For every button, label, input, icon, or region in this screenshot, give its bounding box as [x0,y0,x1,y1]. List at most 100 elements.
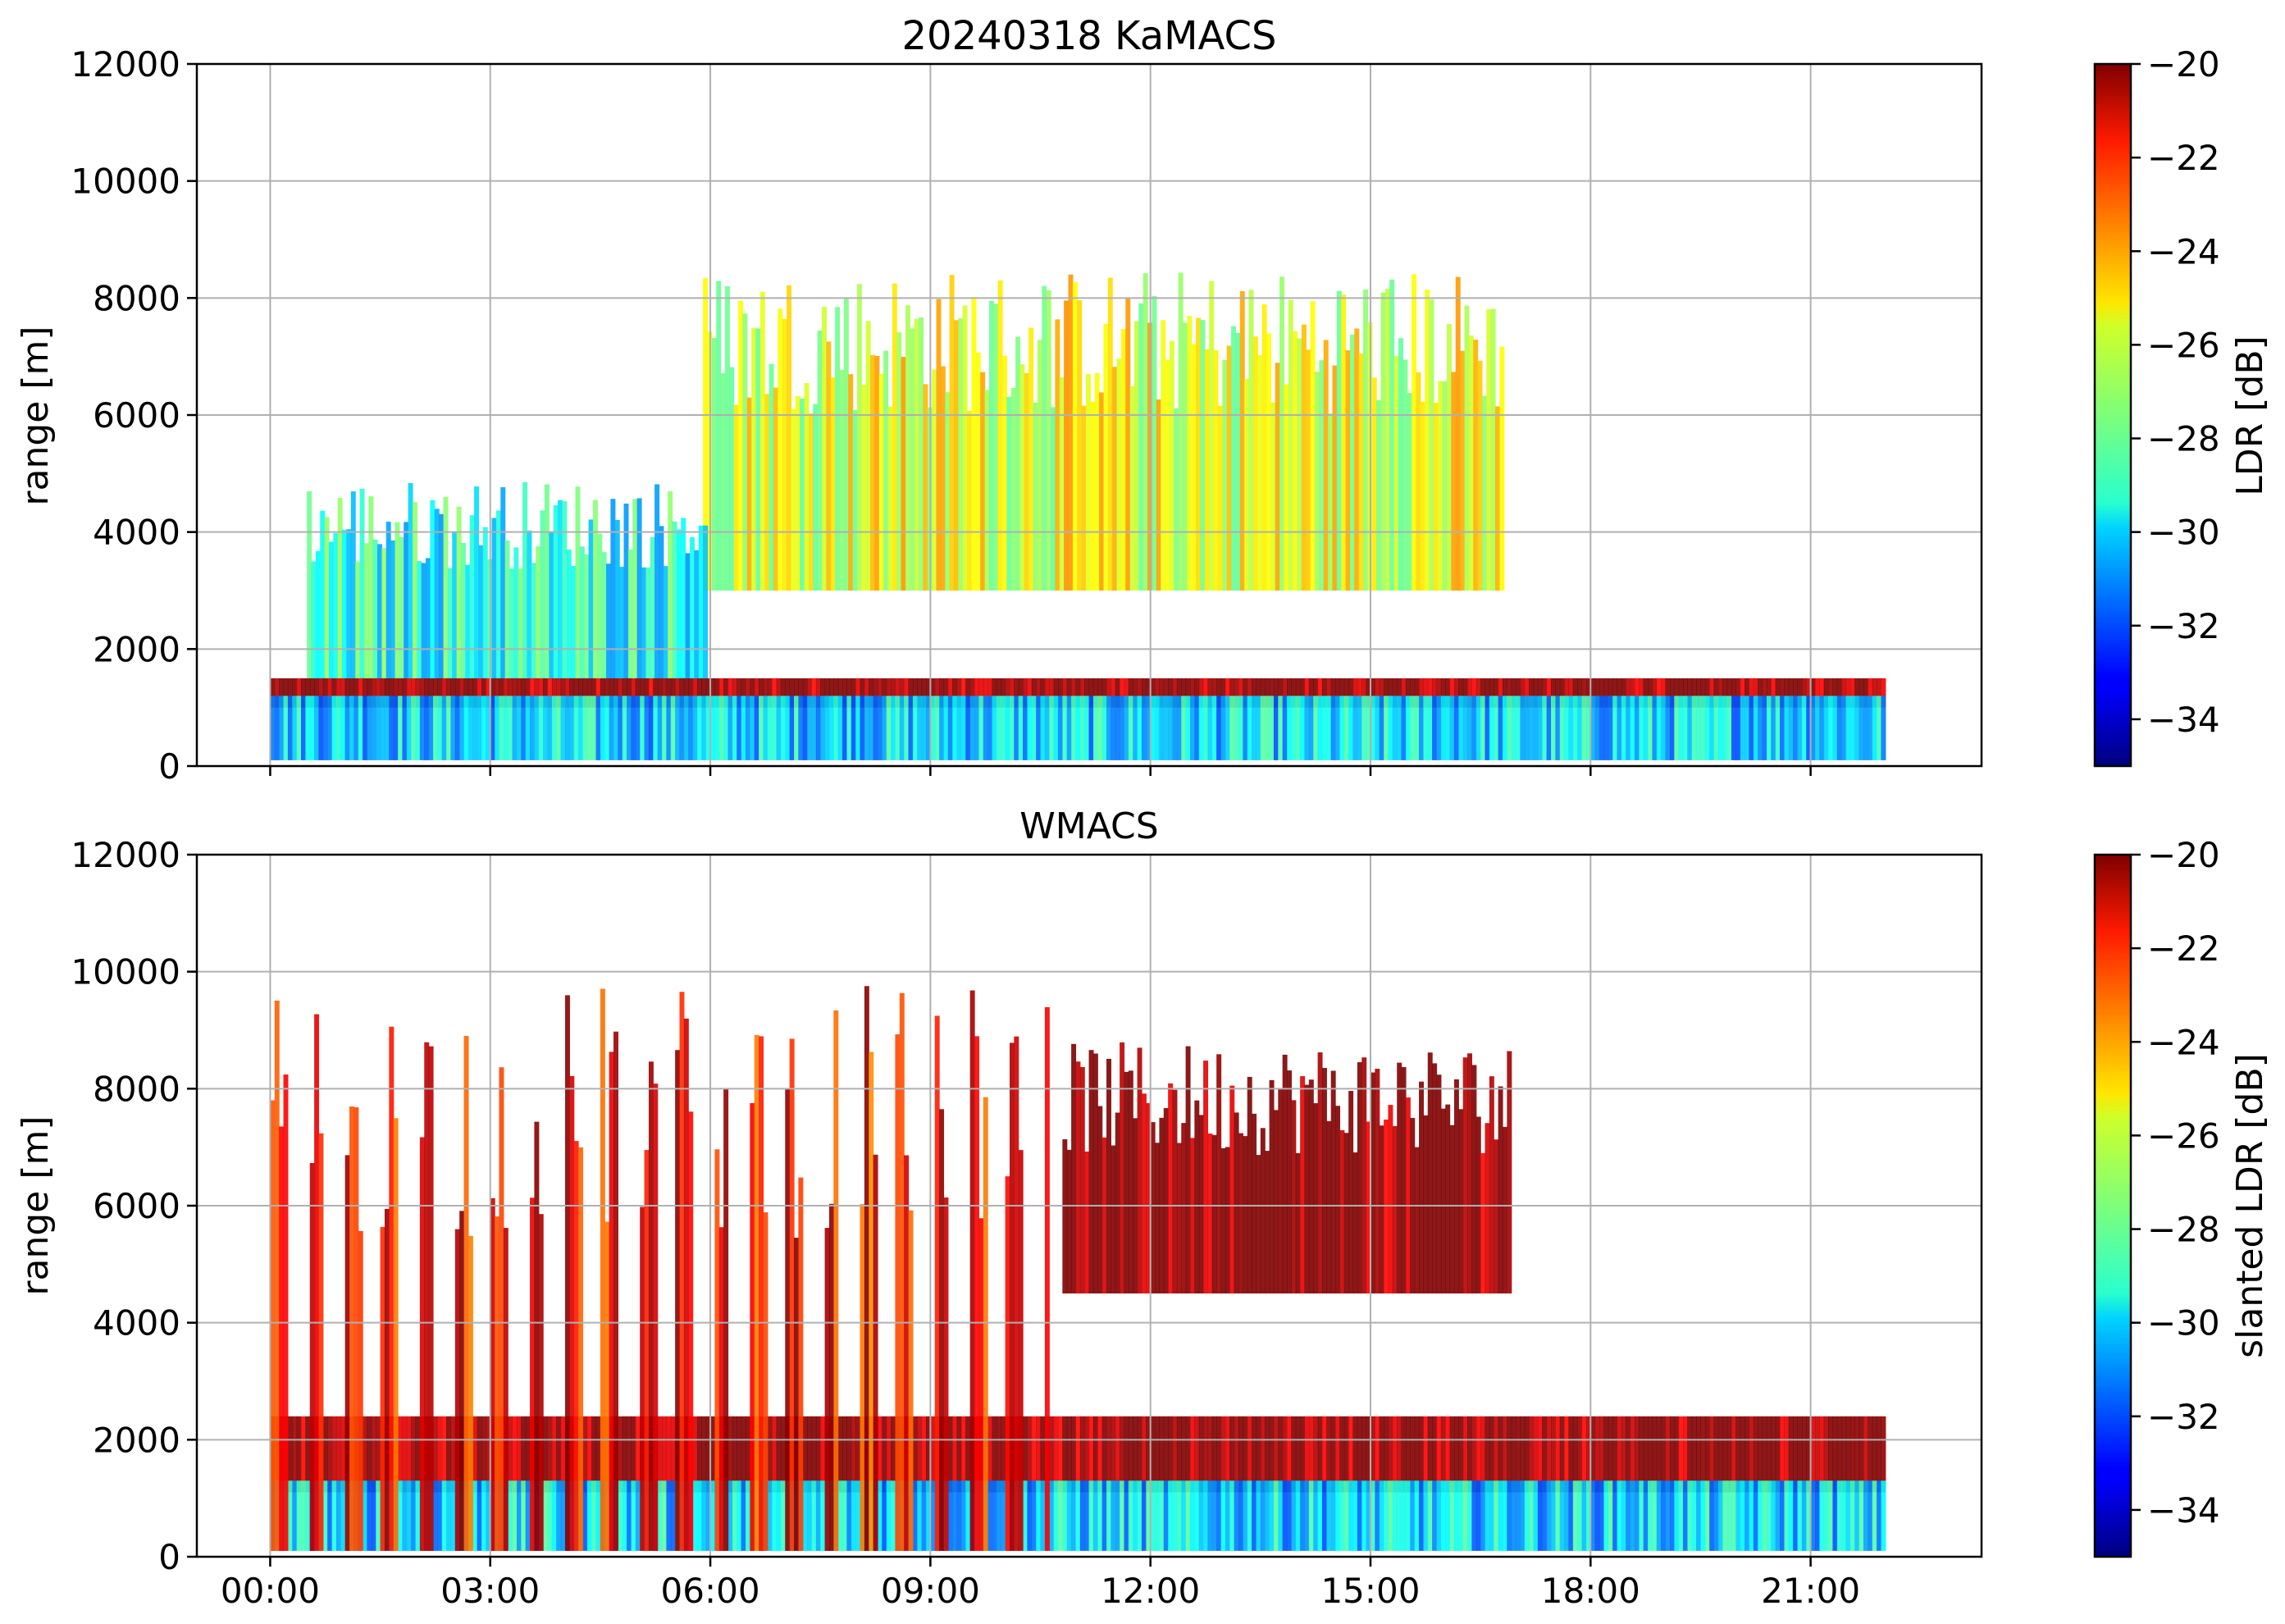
heatmap-mark [851,696,856,760]
heatmap-mark [1220,1147,1226,1293]
heatmap-mark [864,986,869,1551]
heatmap-mark [331,678,337,708]
heatmap-mark [896,332,902,591]
heatmap-mark [1115,1480,1120,1551]
heatmap-mark [1282,1480,1288,1551]
heatmap-mark [1648,696,1653,760]
heatmap-mark [1265,1416,1270,1493]
heatmap-mark [1133,696,1138,760]
heatmap-mark [817,331,823,591]
heatmap-mark [696,1416,702,1493]
heatmap-mark [1370,678,1375,708]
heatmap-mark [1194,1416,1200,1493]
heatmap-mark [1040,1416,1046,1493]
heatmap-mark [1084,678,1090,708]
heatmap-mark [1155,1480,1161,1551]
heatmap-mark [1211,1134,1217,1293]
heatmap-mark [1252,1416,1257,1493]
heatmap-mark [406,696,412,760]
heatmap-mark [1238,678,1243,708]
heatmap-mark [1343,1480,1349,1551]
heatmap-mark [376,1416,381,1493]
heatmap-mark [705,678,711,708]
heatmap-mark [1326,1120,1332,1293]
heatmap-mark [696,696,702,760]
heatmap-mark [1872,1416,1877,1493]
heatmap-mark [441,678,447,708]
heatmap-mark [1181,1480,1187,1551]
heatmap-mark [1766,1480,1772,1551]
heatmap-mark [971,297,977,591]
kamacs-plot-area [270,272,1886,760]
heatmap-mark [1300,696,1306,760]
heatmap-mark [1111,1480,1116,1551]
heatmap-mark [666,678,672,708]
heatmap-mark [1282,678,1288,708]
heatmap-mark [940,366,946,591]
heatmap-mark [789,696,795,760]
heatmap-mark [1330,696,1336,760]
heatmap-mark [1252,678,1257,708]
heatmap-mark [1788,678,1794,708]
heatmap-mark [1405,1097,1411,1293]
heatmap-mark [763,696,769,760]
heatmap-mark [1471,1065,1477,1293]
heatmap-mark [1533,1480,1539,1551]
heatmap-mark [1546,678,1552,708]
heatmap-mark [1330,1416,1336,1493]
heatmap-mark [1745,1416,1750,1493]
heatmap-mark [1031,696,1037,760]
heatmap-mark [780,678,786,708]
heatmap-mark [556,1416,562,1493]
heatmap-mark [895,1034,901,1551]
heatmap-mark [1001,1416,1006,1493]
heatmap-mark [1023,1416,1028,1493]
heatmap-mark [1429,299,1434,591]
heatmap-mark [1163,1416,1169,1493]
heatmap-mark [328,541,334,678]
heatmap-mark [1348,678,1354,708]
heatmap-mark [723,696,729,760]
heatmap-mark [1568,1416,1574,1493]
heatmap-mark [421,563,426,678]
heatmap-mark [1345,350,1351,591]
heatmap-mark [1648,678,1653,708]
heatmap-mark [738,300,744,591]
heatmap-mark [372,539,378,678]
heatmap-mark [363,1416,368,1493]
heatmap-mark [939,696,945,760]
heatmap-mark [1414,1147,1420,1293]
heatmap-mark [1023,678,1028,708]
heatmap-mark [1868,1480,1873,1551]
heatmap-mark [1687,678,1693,708]
heatmap-mark [1854,1480,1860,1551]
heatmap-mark [815,1480,821,1551]
heatmap-mark [676,529,682,678]
heatmap-mark [1159,1416,1165,1493]
heatmap-mark [996,696,1001,760]
heatmap-mark [960,1480,966,1551]
heatmap-mark [318,678,324,708]
heatmap-mark [1471,696,1477,760]
heatmap-mark [741,1480,746,1551]
heatmap-mark [936,299,942,591]
heatmap-mark [856,284,862,591]
heatmap-mark [644,1150,650,1551]
heatmap-mark [891,696,896,760]
heatmap-mark [534,678,540,708]
heatmap-mark [1410,1416,1416,1493]
colorbar-tick-label: −28 [2147,1210,2220,1250]
heatmap-mark [1213,350,1219,591]
heatmap-mark [1120,1480,1125,1551]
heatmap-mark [322,1480,328,1551]
heatmap-mark [1321,696,1327,760]
heatmap-mark [1128,1480,1133,1551]
heatmap-mark [1247,1480,1252,1551]
heatmap-mark [1256,696,1261,760]
heatmap-mark [500,487,506,678]
heatmap-feature [703,272,1505,591]
heatmap-mark [930,1480,936,1551]
heatmap-mark [1235,332,1241,591]
heatmap-mark [1252,336,1258,591]
heatmap-mark [1630,1480,1635,1551]
